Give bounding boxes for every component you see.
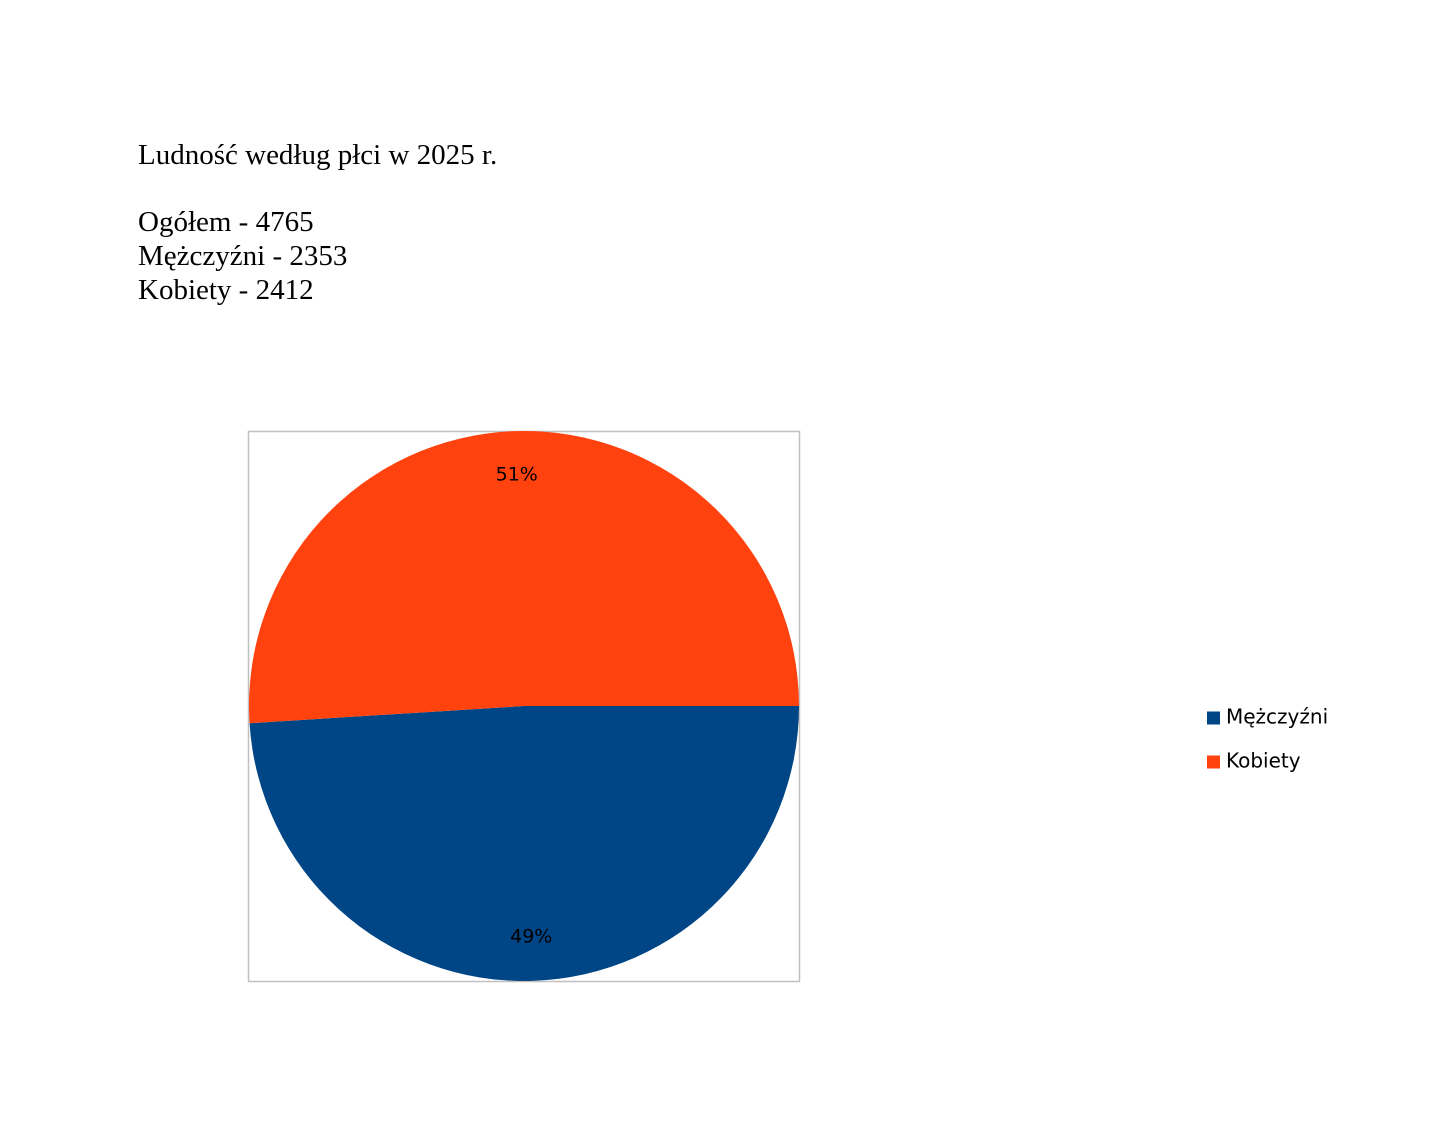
doc-line: Kobiety - 2412 xyxy=(138,274,314,306)
doc-line: Mężczyźni - 2353 xyxy=(138,240,348,272)
pie-slice xyxy=(249,706,799,982)
doc-title: Ludność według płci w 2025 r. xyxy=(138,139,498,171)
legend-swatch xyxy=(1207,755,1220,769)
legend-label: Mężczyźni xyxy=(1226,705,1328,729)
data-label: 51% xyxy=(496,464,538,486)
pie-slice xyxy=(249,431,800,724)
doc-line: Ogółem - 4765 xyxy=(138,206,314,238)
data-label: 49% xyxy=(510,925,552,947)
legend-label: Kobiety xyxy=(1226,749,1301,773)
legend-swatch xyxy=(1207,711,1220,725)
